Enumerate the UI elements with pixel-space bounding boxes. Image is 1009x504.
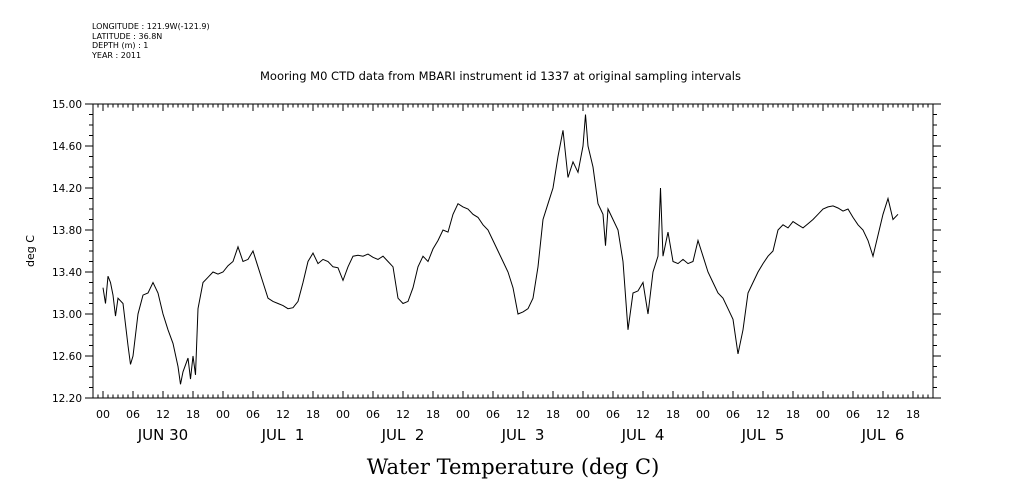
x-tick-label: 18 — [546, 408, 560, 421]
x-tick-label: 06 — [366, 408, 380, 421]
y-tick-label: 12.20 — [52, 393, 82, 405]
plot-frame — [92, 103, 934, 399]
date-label: JUL 4 — [621, 426, 665, 444]
axis-ticks — [85, 103, 941, 399]
x-tick-label: 18 — [426, 408, 440, 421]
x-tick-label: 06 — [726, 408, 740, 421]
series-lines — [102, 114, 899, 385]
year-label: YEAR : 2011 — [92, 50, 142, 60]
chart-title: Mooring M0 CTD data from MBARI instrumen… — [260, 69, 741, 83]
date-label: JUL 6 — [861, 426, 905, 444]
x-tick-label: 12 — [876, 408, 890, 421]
x-tick-label: 18 — [786, 408, 800, 421]
x-tick-label: 06 — [126, 408, 140, 421]
x-tick-label: 00 — [336, 408, 350, 421]
date-label: JUN 30 — [137, 426, 188, 444]
x-tick-label: 06 — [606, 408, 620, 421]
x-tick-label: 18 — [666, 408, 680, 421]
x-tick-label: 18 — [186, 408, 200, 421]
x-tick-label: 18 — [906, 408, 920, 421]
metadata-block: LONGITUDE : 121.9W(-121.9) LATITUDE : 36… — [92, 22, 210, 60]
x-tick-label: 12 — [276, 408, 290, 421]
x-tick-label: 06 — [846, 408, 860, 421]
x-tick-label: 06 — [246, 408, 260, 421]
axis-labels: 12.20 12.60 13.00 13.40 13.80 14.20 14.60 15.00… — [52, 99, 920, 444]
x-tick-label: 12 — [156, 408, 170, 421]
y-tick-label: 12.60 — [52, 351, 82, 363]
y-tick-label: 15.00 — [52, 99, 82, 111]
x-tick-label: 00 — [696, 408, 710, 421]
longitude-label: LONGITUDE : 121.9W(-121.9) — [92, 22, 210, 31]
date-label: JUL 3 — [501, 426, 545, 444]
y-tick-label: 13.40 — [52, 267, 82, 279]
x-tick-label: 06 — [486, 408, 500, 421]
x-tick-label: 00 — [216, 408, 230, 421]
x-tick-label: 18 — [306, 408, 320, 421]
y-axis-label: deg C — [24, 235, 37, 267]
y-tick-label: 14.60 — [52, 141, 82, 153]
x-tick-label: 00 — [576, 408, 590, 421]
x-tick-label: 12 — [756, 408, 770, 421]
chart-subtitle: Water Temperature (deg C) — [366, 455, 660, 479]
date-label: JUL 2 — [381, 426, 425, 444]
date-label: JUL 5 — [741, 426, 785, 444]
x-tick-label: 00 — [456, 408, 470, 421]
temperature-series-line — [102, 114, 899, 385]
x-tick-label: 12 — [396, 408, 410, 421]
x-tick-label: 12 — [516, 408, 530, 421]
depth-label: DEPTH (m) : 1 — [92, 41, 149, 50]
x-tick-label: 00 — [96, 408, 110, 421]
latitude-label: LATITUDE : 36.8N — [92, 31, 163, 41]
date-label: JUL 1 — [261, 426, 305, 444]
y-tick-label: 13.80 — [52, 225, 82, 237]
y-tick-label: 13.00 — [52, 309, 82, 321]
y-tick-label: 14.20 — [52, 183, 82, 195]
x-tick-label: 00 — [816, 408, 830, 421]
x-tick-label: 12 — [636, 408, 650, 421]
